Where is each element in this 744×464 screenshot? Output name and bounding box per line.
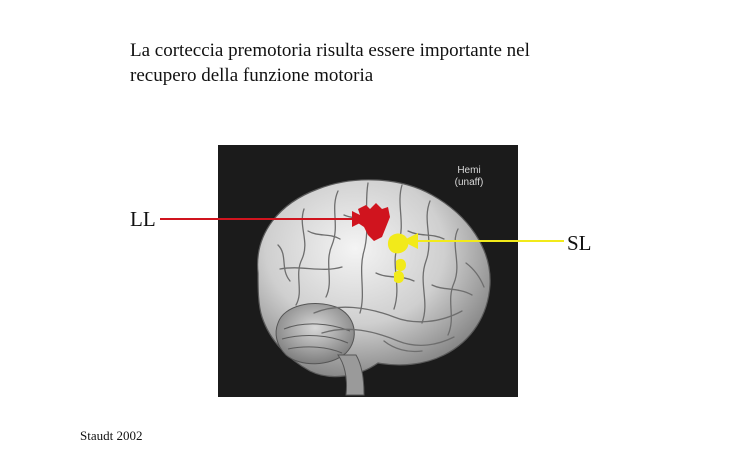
activation-sl-region-bottom <box>394 270 404 284</box>
brain-sulci <box>277 182 485 353</box>
slide-title-line-1: La corteccia premotoria risulta essere i… <box>130 40 530 61</box>
hemisphere-label-subtitle: (unaff) <box>454 177 484 188</box>
brain-figure: Hemi (unaff) <box>218 145 518 397</box>
citation: Staudt 2002 <box>80 428 143 443</box>
cerebellum-shape <box>275 303 355 365</box>
hemisphere-label: Hemi (unaff) <box>434 165 504 189</box>
hemisphere-label-title: Hemi <box>457 165 481 176</box>
slide-title: La corteccia premotoria risulta essere i… <box>130 38 650 88</box>
activation-sl-region-lower <box>396 258 406 272</box>
ll-label: LL <box>130 207 156 231</box>
brain-lateral-view-icon <box>257 179 491 396</box>
slide-title-line-2: recupero della funzione motoria <box>130 65 374 86</box>
sl-label: SL <box>567 231 592 255</box>
brain-stem-shape <box>337 354 365 396</box>
